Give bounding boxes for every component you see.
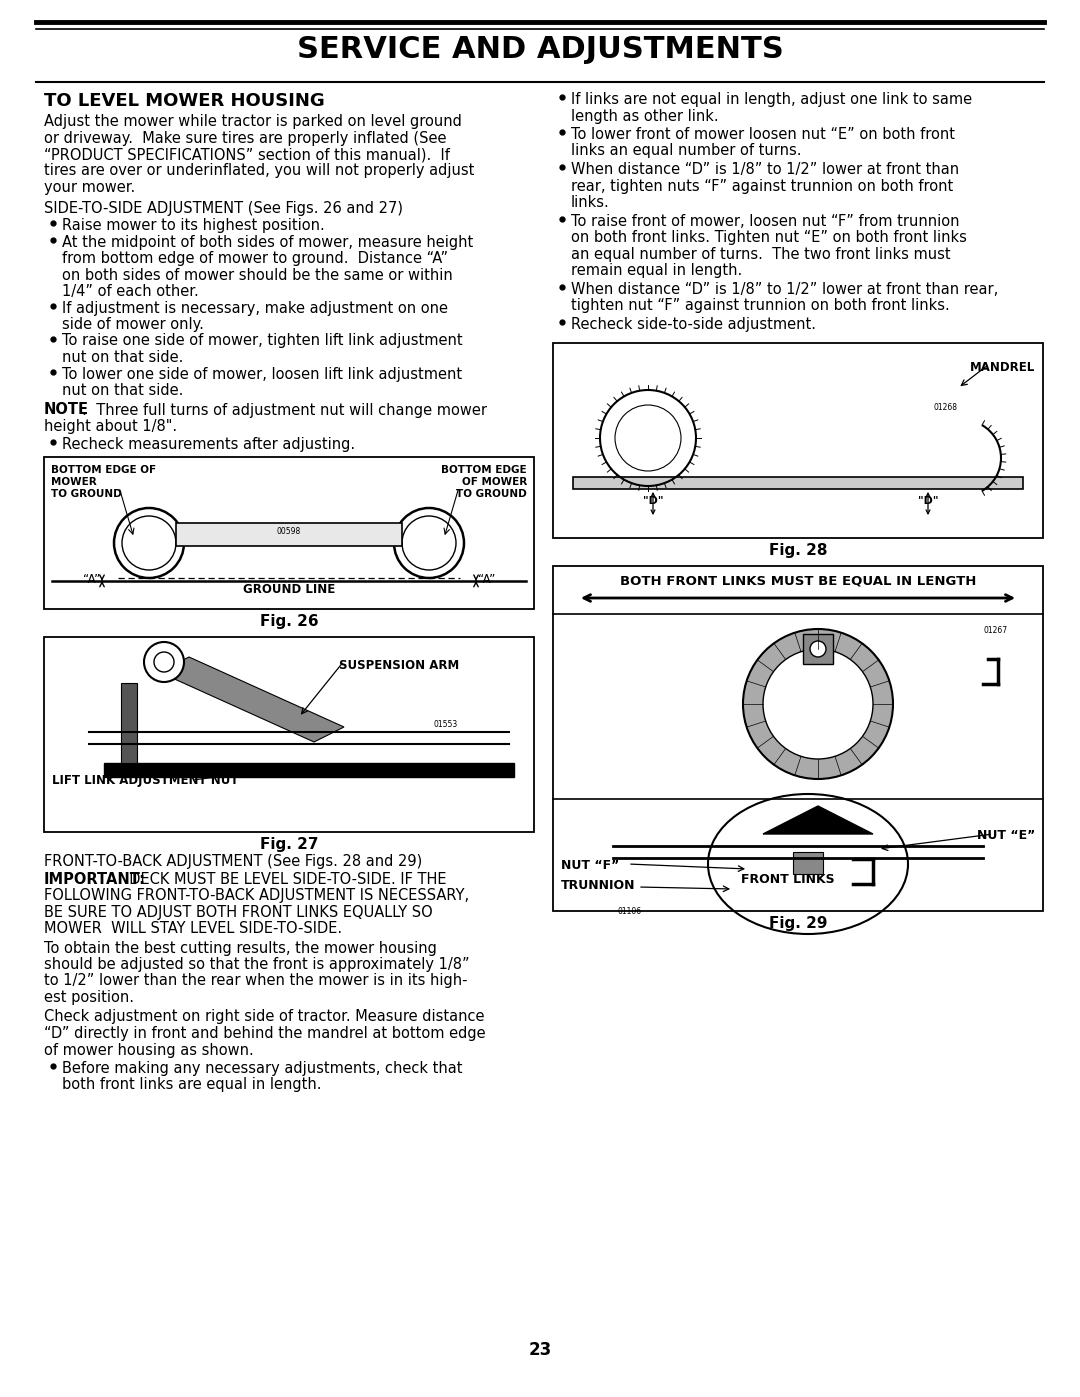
Circle shape [743, 629, 893, 780]
Bar [804, 634, 833, 664]
Text: BOTH FRONT LINKS MUST BE EQUAL IN LENGTH: BOTH FRONT LINKS MUST BE EQUAL IN LENGTH [620, 574, 976, 587]
Bar [793, 852, 823, 875]
Text: BOTTOM EDGE OF: BOTTOM EDGE OF [51, 465, 157, 475]
Text: MOWER  WILL STAY LEVEL SIDE-TO-SIDE.: MOWER WILL STAY LEVEL SIDE-TO-SIDE. [44, 921, 342, 936]
Text: Fig. 29: Fig. 29 [769, 916, 827, 930]
Bar [44, 637, 534, 833]
Text: Raise mower to its highest position.: Raise mower to its highest position. [62, 218, 325, 233]
Text: SERVICE AND ADJUSTMENTS: SERVICE AND ADJUSTMENTS [297, 35, 783, 64]
Text: LIFT LINK ADJUSTMENT NUT: LIFT LINK ADJUSTMENT NUT [52, 774, 239, 787]
Text: NUT “F”: NUT “F” [561, 859, 619, 872]
Circle shape [394, 509, 464, 578]
Text: SUSPENSION ARM: SUSPENSION ARM [339, 659, 459, 672]
Text: MANDREL: MANDREL [970, 360, 1035, 374]
Text: rear, tighten nuts “F” against trunnion on both front: rear, tighten nuts “F” against trunnion … [571, 179, 954, 194]
Text: links.: links. [571, 196, 610, 210]
Text: Recheck measurements after adjusting.: Recheck measurements after adjusting. [62, 436, 355, 451]
Text: To lower one side of mower, loosen lift link adjustment: To lower one side of mower, loosen lift … [62, 366, 462, 381]
Text: At the midpoint of both sides of mower, measure height: At the midpoint of both sides of mower, … [62, 235, 473, 250]
Text: To obtain the best cutting results, the mower housing: To obtain the best cutting results, the … [44, 940, 437, 956]
Text: 1/4” of each other.: 1/4” of each other. [62, 284, 199, 299]
Text: To raise front of mower, loosen nut “F” from trunnion: To raise front of mower, loosen nut “F” … [571, 214, 959, 229]
Text: To raise one side of mower, tighten lift link adjustment: To raise one side of mower, tighten lift… [62, 334, 462, 348]
Text: to 1/2” lower than the rear when the mower is in its high-: to 1/2” lower than the rear when the mow… [44, 974, 468, 989]
Circle shape [810, 641, 826, 657]
Text: your mower.: your mower. [44, 180, 135, 196]
Text: “A”: “A” [478, 573, 496, 585]
Text: NUT “E”: NUT “E” [976, 828, 1035, 842]
Text: nut on that side.: nut on that side. [62, 383, 184, 398]
Text: BE SURE TO ADJUST BOTH FRONT LINKS EQUALLY SO: BE SURE TO ADJUST BOTH FRONT LINKS EQUAL… [44, 904, 433, 919]
Text: “D” directly in front and behind the mandrel at bottom edge: “D” directly in front and behind the man… [44, 1025, 486, 1041]
Text: on both sides of mower should be the same or within: on both sides of mower should be the sam… [62, 267, 453, 282]
Text: Fig. 28: Fig. 28 [769, 543, 827, 557]
Text: 23: 23 [528, 1341, 552, 1359]
Bar [104, 763, 514, 777]
Text: 01553: 01553 [434, 719, 458, 729]
Text: NOTE: NOTE [44, 402, 89, 418]
Circle shape [144, 643, 184, 682]
Text: 01106: 01106 [618, 907, 643, 916]
Text: “A”: “A” [83, 573, 100, 585]
Text: :  Three full turns of adjustment nut will change mower: : Three full turns of adjustment nut wil… [82, 402, 487, 418]
Text: When distance “D” is 1/8” to 1/2” lower at front than: When distance “D” is 1/8” to 1/2” lower … [571, 162, 959, 177]
Text: TO GROUND: TO GROUND [51, 489, 122, 499]
Text: If adjustment is necessary, make adjustment on one: If adjustment is necessary, make adjustm… [62, 300, 448, 316]
Text: Adjust the mower while tractor is parked on level ground: Adjust the mower while tractor is parked… [44, 115, 462, 129]
Polygon shape [159, 657, 345, 742]
Circle shape [762, 650, 873, 759]
Text: SIDE-TO-SIDE ADJUSTMENT (See Figs. 26 and 27): SIDE-TO-SIDE ADJUSTMENT (See Figs. 26 an… [44, 201, 403, 215]
Text: both front links are equal in length.: both front links are equal in length. [62, 1077, 322, 1092]
Text: an equal number of turns.  The two front links must: an equal number of turns. The two front … [571, 246, 950, 261]
Text: TO LEVEL MOWER HOUSING: TO LEVEL MOWER HOUSING [44, 92, 325, 110]
Text: height about 1/8".: height about 1/8". [44, 419, 177, 434]
Text: GROUND LINE: GROUND LINE [243, 583, 335, 597]
Text: FOLLOWING FRONT-TO-BACK ADJUSTMENT IS NECESSARY,: FOLLOWING FRONT-TO-BACK ADJUSTMENT IS NE… [44, 888, 469, 902]
Text: "D": "D" [918, 496, 939, 506]
Text: Recheck side-to-side adjustment.: Recheck side-to-side adjustment. [571, 317, 816, 331]
Text: links an equal number of turns.: links an equal number of turns. [571, 144, 801, 158]
Text: 01268: 01268 [933, 402, 957, 412]
Bar [553, 344, 1043, 538]
Bar [121, 683, 137, 763]
Text: MOWER: MOWER [51, 476, 97, 488]
Text: from bottom edge of mower to ground.  Distance “A”: from bottom edge of mower to ground. Dis… [62, 251, 448, 265]
Text: est position.: est position. [44, 990, 134, 1004]
Text: Check adjustment on right side of tractor. Measure distance: Check adjustment on right side of tracto… [44, 1010, 485, 1024]
Text: of mower housing as shown.: of mower housing as shown. [44, 1042, 254, 1058]
Text: "D": "D" [643, 496, 663, 506]
Text: tires are over or underinflated, you will not properly adjust: tires are over or underinflated, you wil… [44, 163, 474, 179]
Text: OF MOWER: OF MOWER [462, 476, 527, 488]
Text: or driveway.  Make sure tires are properly inflated (See: or driveway. Make sure tires are properl… [44, 130, 446, 145]
Text: DECK MUST BE LEVEL SIDE-TO-SIDE. IF THE: DECK MUST BE LEVEL SIDE-TO-SIDE. IF THE [120, 872, 446, 887]
Text: side of mower only.: side of mower only. [62, 317, 204, 332]
Bar [176, 522, 402, 546]
Text: Before making any necessary adjustments, check that: Before making any necessary adjustments,… [62, 1060, 462, 1076]
Text: IMPORTANT:: IMPORTANT: [44, 872, 146, 887]
Text: FRONT LINKS: FRONT LINKS [741, 873, 835, 886]
Text: remain equal in length.: remain equal in length. [571, 263, 742, 278]
Text: tighten nut “F” against trunnion on both front links.: tighten nut “F” against trunnion on both… [571, 298, 949, 313]
Text: 00598: 00598 [276, 527, 301, 535]
Bar [44, 457, 534, 609]
Text: on both front links. Tighten nut “E” on both front links: on both front links. Tighten nut “E” on … [571, 231, 967, 244]
Polygon shape [762, 806, 873, 834]
Text: length as other link.: length as other link. [571, 109, 718, 123]
Text: “PRODUCT SPECIFICATIONS” section of this manual).  If: “PRODUCT SPECIFICATIONS” section of this… [44, 147, 450, 162]
Text: If links are not equal in length, adjust one link to same: If links are not equal in length, adjust… [571, 92, 972, 108]
Text: Fig. 26: Fig. 26 [259, 615, 319, 629]
Circle shape [114, 509, 184, 578]
Text: When distance “D” is 1/8” to 1/2” lower at front than rear,: When distance “D” is 1/8” to 1/2” lower … [571, 282, 998, 296]
Text: To lower front of mower loosen nut “E” on both front: To lower front of mower loosen nut “E” o… [571, 127, 955, 142]
Text: FRONT-TO-BACK ADJUSTMENT (See Figs. 28 and 29): FRONT-TO-BACK ADJUSTMENT (See Figs. 28 a… [44, 854, 422, 869]
Text: TO GROUND: TO GROUND [456, 489, 527, 499]
Bar [553, 566, 1043, 911]
Text: should be adjusted so that the front is approximately 1/8”: should be adjusted so that the front is … [44, 957, 470, 972]
Text: Fig. 27: Fig. 27 [260, 837, 319, 852]
Text: 01267: 01267 [983, 626, 1008, 636]
Text: TRUNNION: TRUNNION [561, 879, 635, 893]
Text: BOTTOM EDGE: BOTTOM EDGE [442, 465, 527, 475]
Bar [573, 476, 1023, 489]
Text: nut on that side.: nut on that side. [62, 351, 184, 365]
